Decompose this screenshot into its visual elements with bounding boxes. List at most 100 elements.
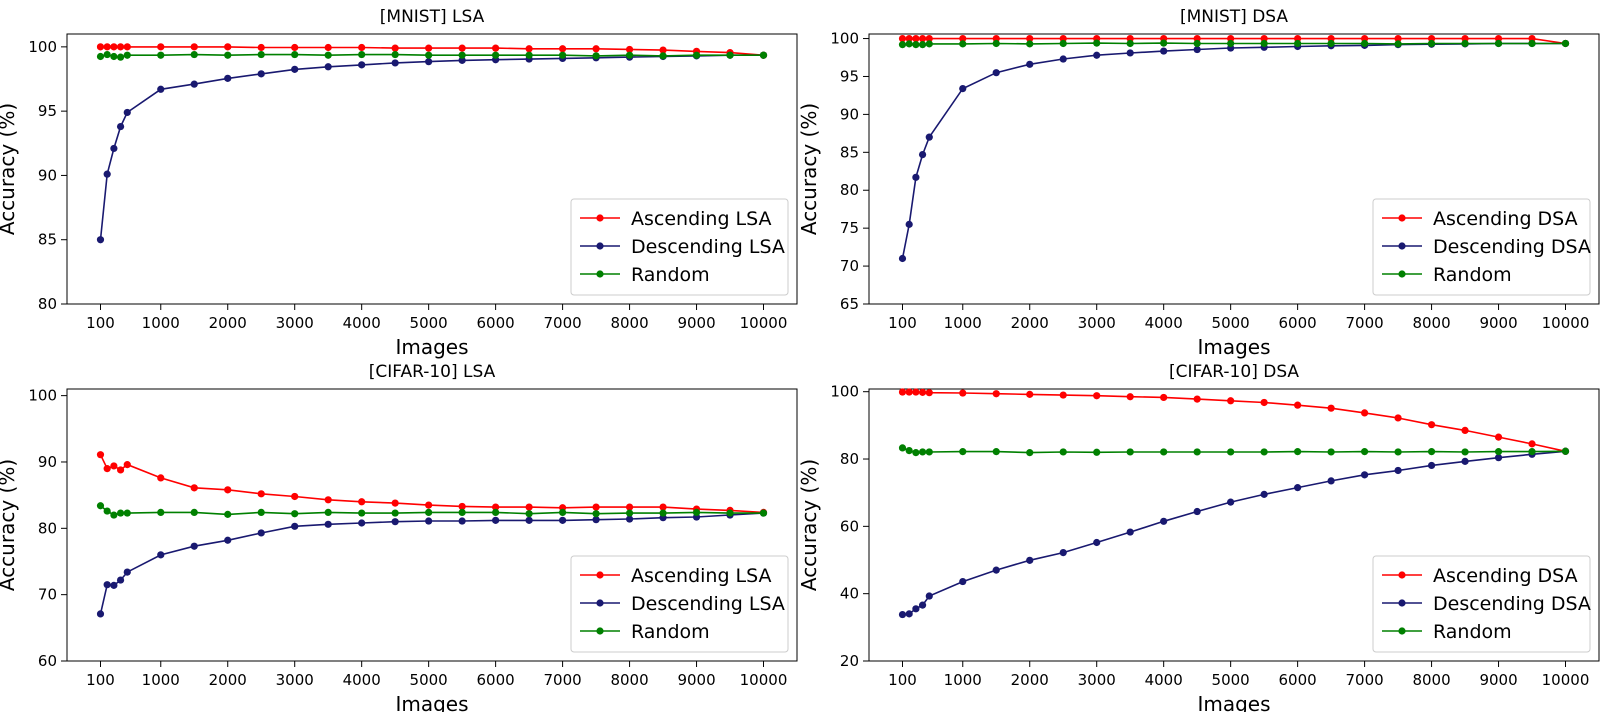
- data-point: [692, 508, 701, 516]
- data-point: [759, 509, 768, 517]
- data-point: [123, 108, 131, 117]
- data-point: [492, 44, 500, 52]
- data-point: [1126, 49, 1134, 57]
- x-tick-label: 6000: [477, 671, 515, 689]
- data-point: [912, 449, 920, 457]
- x-tick-label: 5000: [1212, 671, 1250, 689]
- data-point: [1126, 39, 1134, 48]
- data-point: [1160, 47, 1168, 55]
- data-point: [1494, 34, 1503, 43]
- data-point: [959, 577, 967, 586]
- data-point: [224, 51, 232, 59]
- data-point: [1193, 507, 1201, 516]
- data-point: [905, 220, 913, 228]
- data-point: [625, 515, 634, 523]
- data-point: [525, 516, 533, 524]
- data-point: [391, 518, 399, 526]
- data-point: [898, 444, 907, 452]
- legend-entry-label: Ascending LSA: [631, 565, 772, 587]
- legend-swatch-marker: [1398, 214, 1406, 222]
- y-tick-label: 90: [38, 166, 57, 184]
- data-point: [1227, 498, 1235, 506]
- data-point: [358, 50, 366, 59]
- series-1: [96, 451, 768, 516]
- data-point: [992, 34, 1000, 43]
- data-point: [992, 69, 1000, 77]
- y-tick-label: 20: [840, 652, 859, 670]
- data-point: [525, 503, 533, 511]
- y-tick-label: 75: [840, 219, 859, 237]
- legend-swatch-marker: [596, 214, 604, 222]
- data-point: [912, 34, 920, 43]
- data-point: [1294, 401, 1302, 409]
- data-point: [123, 51, 131, 59]
- data-point: [458, 56, 466, 64]
- x-tick-label: 4000: [343, 671, 381, 689]
- data-point: [1294, 484, 1302, 492]
- chart-title: [CIFAR-10] LSA: [369, 362, 496, 382]
- data-point: [1126, 393, 1134, 401]
- legend-swatch-marker: [596, 627, 604, 635]
- x-tick-label: 1000: [944, 671, 982, 689]
- data-point: [1427, 421, 1436, 429]
- data-point: [1260, 34, 1268, 43]
- data-point: [898, 388, 907, 396]
- data-point: [492, 516, 500, 524]
- y-tick-label: 85: [38, 231, 57, 249]
- data-point: [1461, 457, 1469, 465]
- data-point: [905, 34, 913, 43]
- x-axis-label: Images: [1197, 692, 1270, 712]
- x-tick-label: 8000: [1412, 671, 1450, 689]
- data-point: [190, 80, 198, 88]
- data-point: [291, 522, 299, 530]
- data-point: [291, 65, 299, 73]
- data-point: [1059, 448, 1067, 456]
- data-point: [96, 236, 105, 244]
- x-tick-label: 5000: [1212, 314, 1250, 332]
- data-point: [1193, 39, 1201, 48]
- data-point: [1026, 40, 1034, 48]
- y-tick-label: 80: [840, 181, 859, 199]
- plot-frame: [66, 33, 798, 305]
- x-tick-label: 9000: [1479, 671, 1517, 689]
- data-point: [458, 502, 466, 511]
- data-point: [103, 170, 111, 178]
- data-point: [912, 605, 920, 613]
- data-point: [1394, 40, 1402, 48]
- data-point: [1026, 449, 1034, 457]
- legend-box: [1372, 555, 1591, 653]
- data-point: [110, 511, 118, 519]
- data-point: [157, 508, 165, 516]
- data-point: [1126, 448, 1134, 456]
- x-tick-label: 7000: [1346, 314, 1384, 332]
- data-point: [726, 51, 734, 59]
- x-tick-label: 8000: [610, 671, 648, 689]
- data-point: [1059, 34, 1067, 43]
- data-point: [1494, 448, 1503, 456]
- data-point: [123, 461, 131, 469]
- data-point: [558, 45, 567, 53]
- legend: Ascending DSA Descending DSA Random: [1372, 555, 1591, 653]
- x-tick-label: 8000: [610, 314, 648, 332]
- data-point: [1260, 39, 1268, 48]
- chart-title: [MNIST] DSA: [1180, 7, 1288, 27]
- series-3: [96, 502, 768, 519]
- data-point: [1059, 391, 1067, 399]
- y-tick-label: 95: [840, 67, 859, 85]
- data-point: [1059, 55, 1067, 63]
- x-tick-label: 9000: [1479, 314, 1517, 332]
- data-point: [918, 601, 927, 609]
- data-point: [224, 43, 232, 51]
- data-point: [592, 503, 600, 511]
- data-point: [1160, 39, 1168, 47]
- legend-entry-label: Ascending LSA: [631, 208, 772, 230]
- legend-entry-label: Random: [631, 264, 710, 286]
- data-point: [291, 492, 299, 501]
- data-point: [103, 507, 111, 515]
- y-tick-label: 80: [840, 450, 859, 468]
- data-point: [391, 44, 399, 52]
- data-point: [103, 43, 111, 51]
- data-point: [1360, 448, 1369, 456]
- data-point: [959, 34, 967, 43]
- data-point: [659, 52, 667, 60]
